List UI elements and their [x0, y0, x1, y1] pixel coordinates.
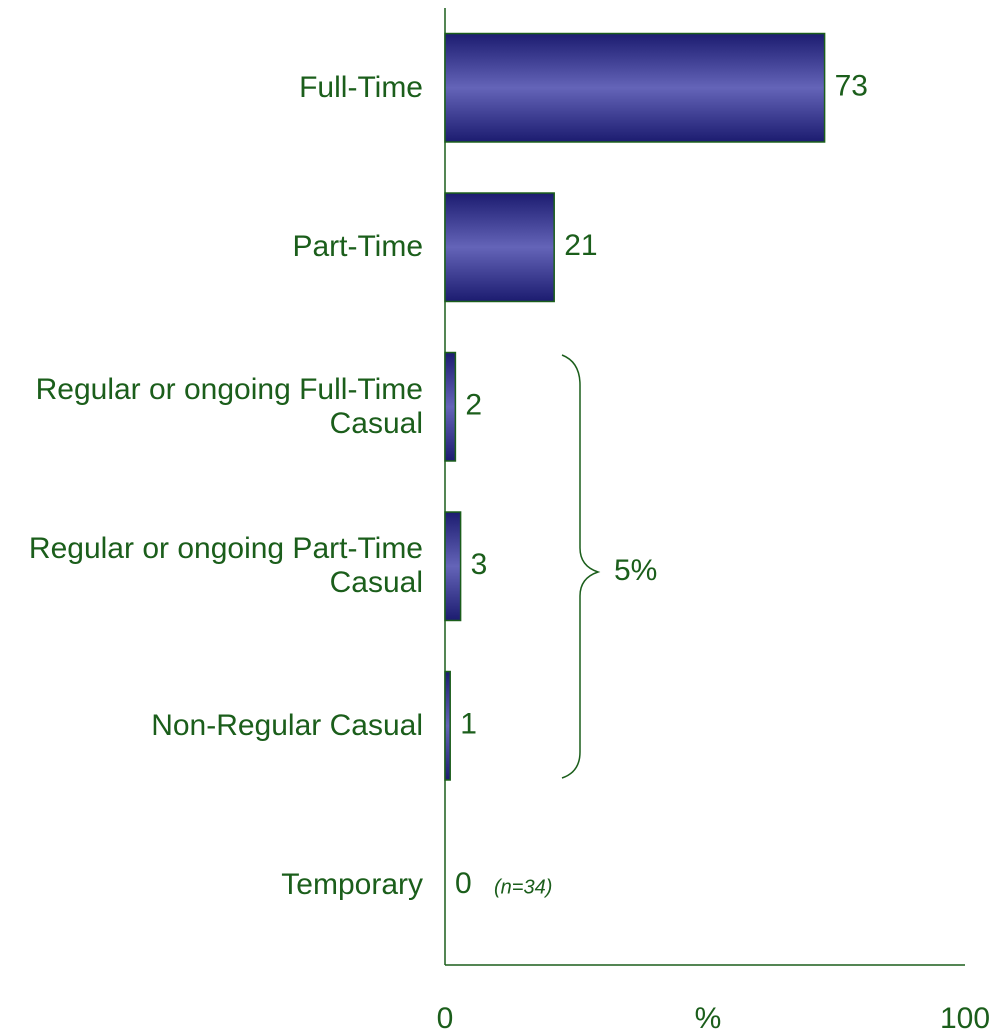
- data-label: 73: [835, 70, 868, 103]
- brace: [561, 354, 601, 779]
- y-tick-label: Full-Time: [299, 70, 423, 104]
- y-tick-label: Regular or ongoing Part-Time Casual: [28, 532, 423, 600]
- x-tick-label: 100: [940, 1002, 990, 1035]
- annotation: (n=34): [494, 876, 552, 898]
- data-label: 2: [465, 389, 482, 422]
- x-tick-label: 0: [437, 1002, 454, 1035]
- bar: [444, 670, 451, 781]
- data-label: 3: [471, 548, 488, 581]
- y-tick-label: Temporary: [281, 868, 423, 902]
- y-tick-label: Regular or ongoing Full-Time Casual: [35, 372, 423, 440]
- bar: [444, 192, 555, 303]
- bar: [444, 351, 457, 462]
- bar: [444, 511, 462, 622]
- data-label: 0: [455, 867, 472, 900]
- bar: [444, 32, 826, 143]
- data-label: 1: [460, 708, 477, 741]
- annotation: 5%: [614, 554, 657, 587]
- data-label: 21: [564, 229, 597, 262]
- y-tick-label: Non-Regular Casual: [151, 708, 423, 742]
- x-axis-label: %: [695, 1002, 722, 1035]
- y-tick-label: Part-Time: [292, 230, 423, 264]
